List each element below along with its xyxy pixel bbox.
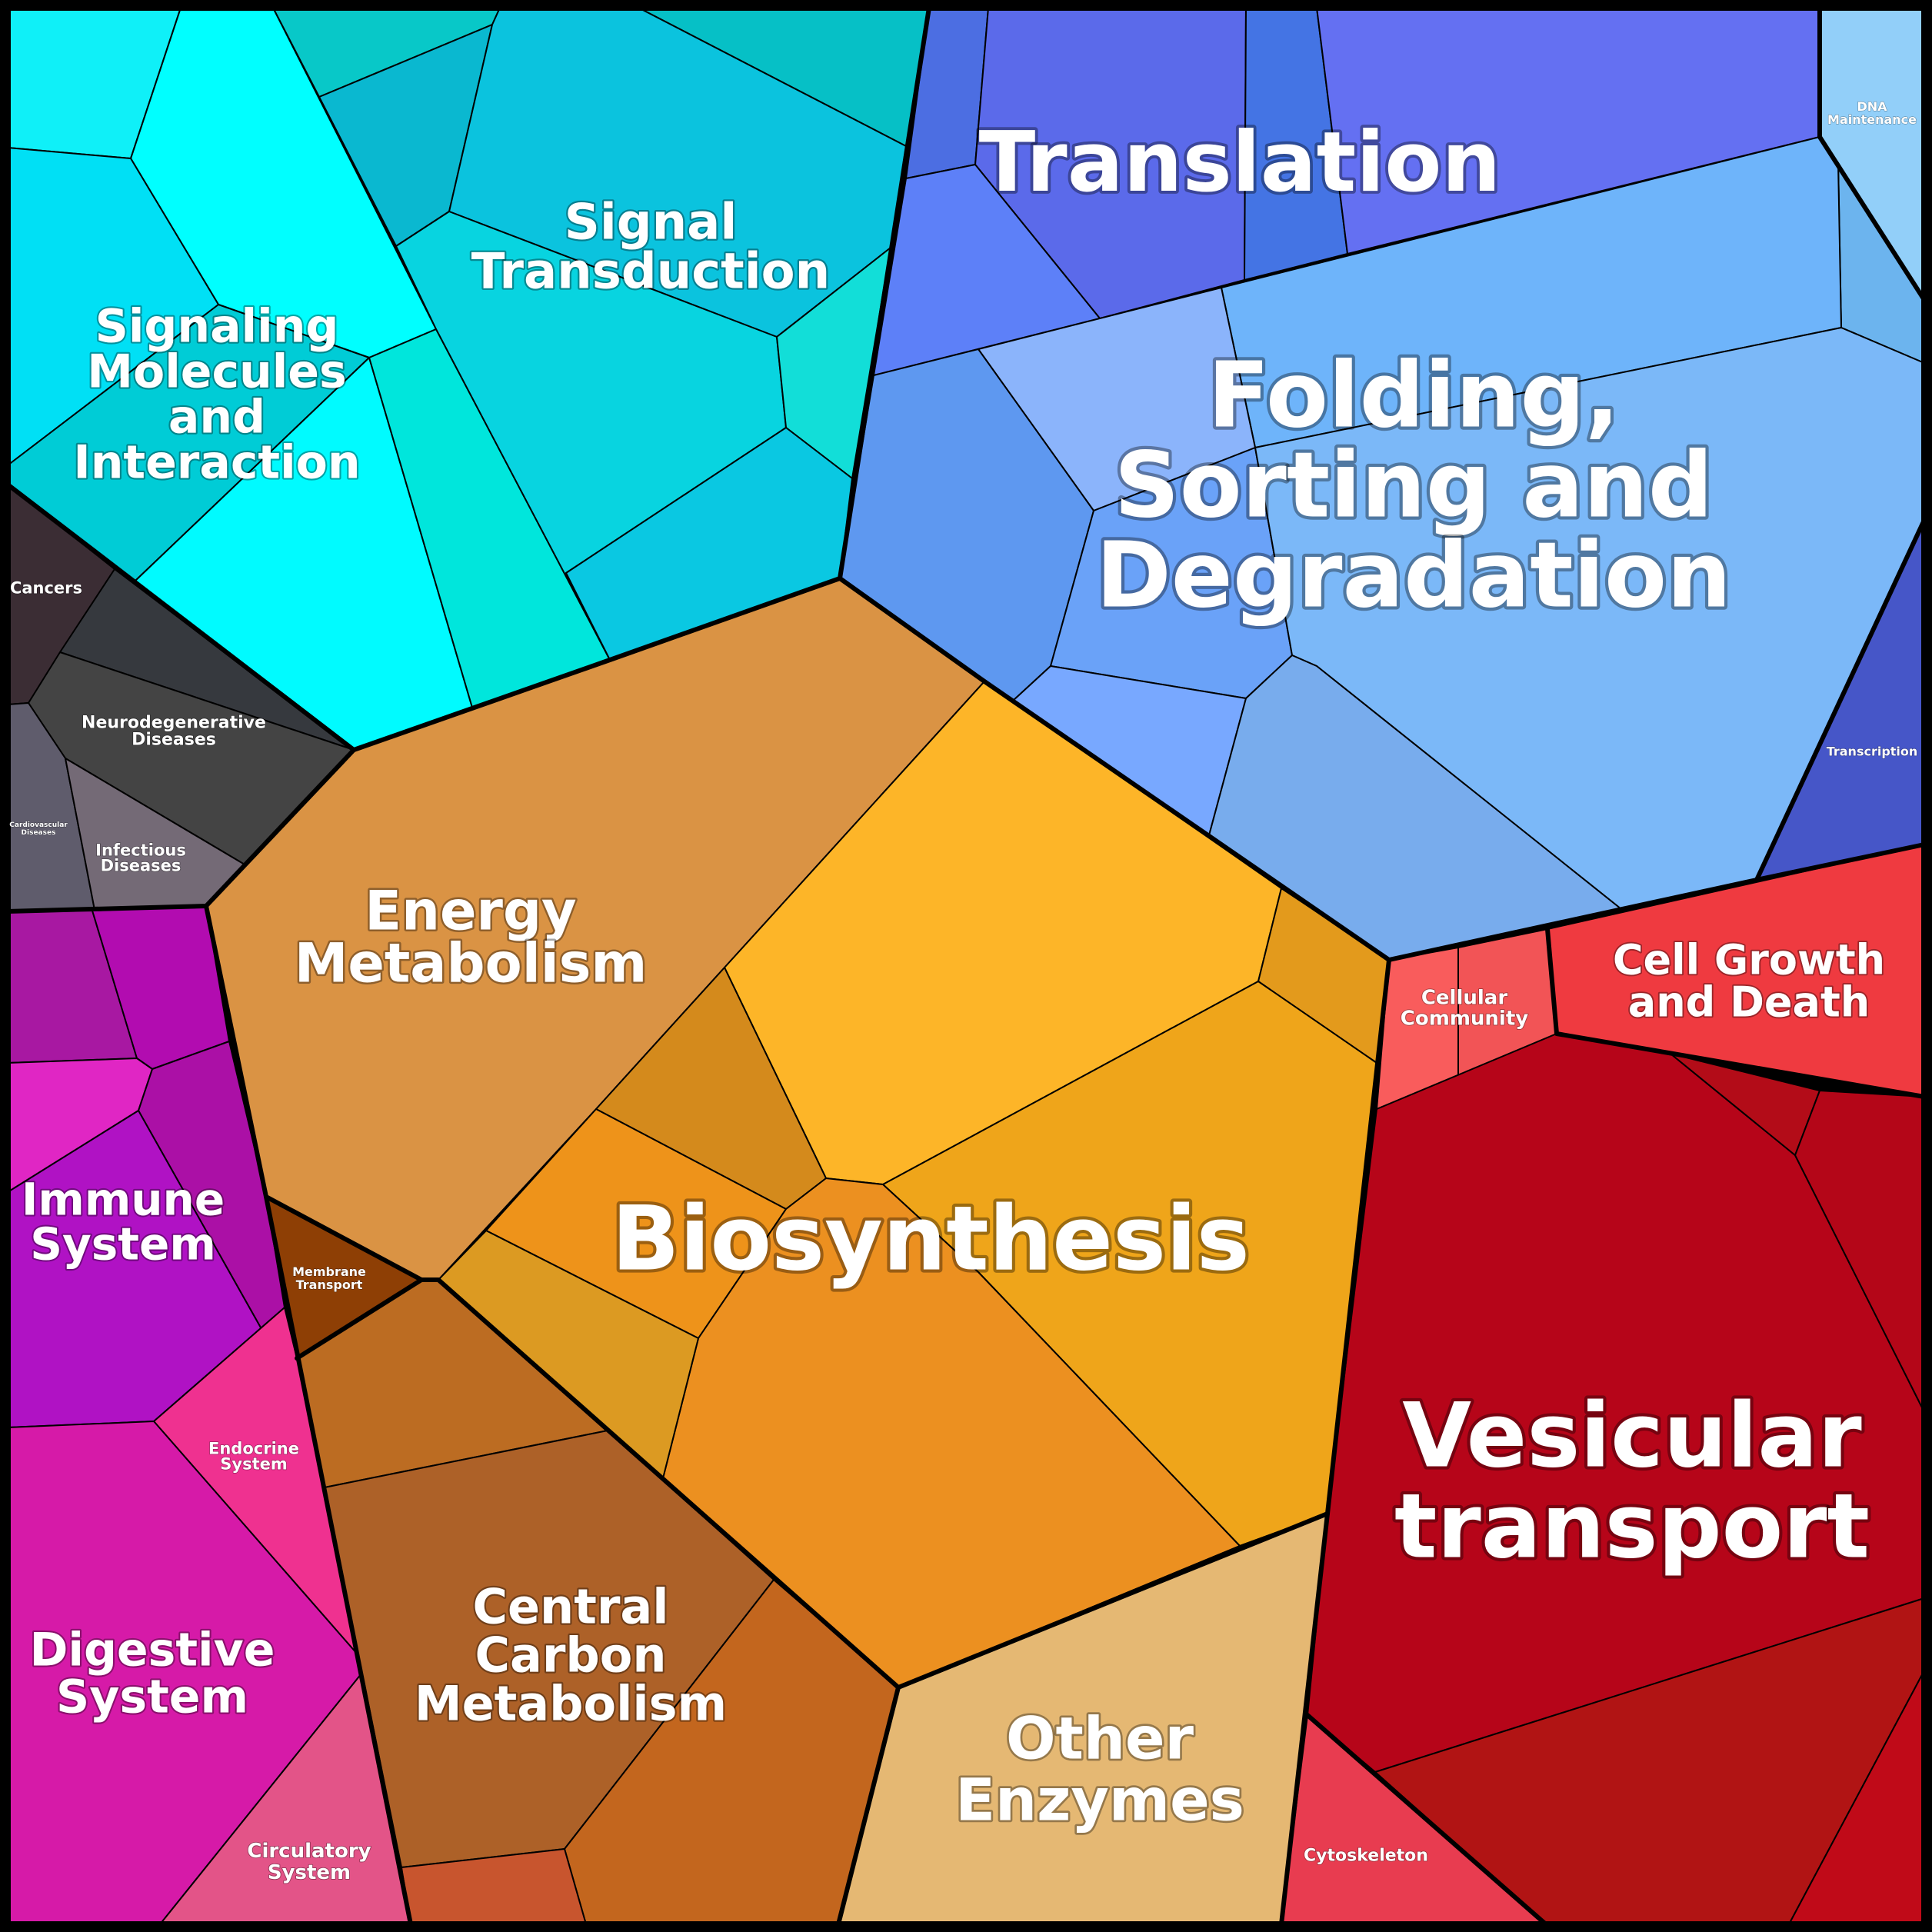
labels: Translation Folding, Sorting and Degradati… [9,99,1918,1886]
label-line: Diseases [101,856,182,874]
label-line: System [268,1861,351,1884]
label-line: Cardiovascular [9,821,68,829]
label-cardiovascular-diseases: Cardiovascular Diseases [9,821,68,837]
label-line: Enzymes [955,1766,1244,1834]
label-cytoskeleton: Cytoskeleton [1304,1847,1428,1866]
label-line: System [220,1454,287,1473]
label-line: Cancers [10,578,82,597]
region-cellular-community [1376,928,1557,1110]
label-line: Folding, [1208,341,1620,448]
label-cellular-community: Cellular Community [1401,987,1528,1031]
label-central-carbon-metabolism: Central Carbon Metabolism [415,1579,727,1732]
label-line: Transcription [1827,744,1918,759]
label-line: Cellular [1421,987,1508,1010]
label-line: Circulatory [247,1840,371,1863]
label-line: Vesicular [1402,1384,1862,1488]
label-line: Sorting and [1114,431,1714,538]
label-line: Diseases [132,731,216,750]
label-digestive-system: Digestive System [30,1624,275,1724]
label-line: DNA [1857,99,1887,114]
label-line: Transduction [471,243,830,300]
label-folding-sorting-degradation: Folding, Sorting and Degradation [1096,341,1731,628]
label-line: Cell Growth [1613,935,1885,984]
label-cell-growth-and-death: Cell Growth and Death [1613,935,1885,1026]
label-line: Signal [565,194,738,251]
label-line: Carbon [475,1627,666,1684]
label-line: and [168,391,265,445]
label-line: Cytoskeleton [1304,1847,1428,1866]
label-line: Metabolism [415,1676,727,1732]
label-line: Biosynthesis [611,1188,1250,1291]
label-line: System [30,1217,216,1270]
label-line: Infectious [95,841,186,859]
label-line: Signaling [95,300,339,354]
label-line: Transport [296,1277,363,1292]
label-line: Energy [365,880,576,943]
label-infectious-diseases: Infectious Diseases [95,841,186,874]
label-other-enzymes: Other Enzymes [955,1704,1244,1834]
label-line: and Death [1628,978,1870,1026]
label-line: Diseases [22,829,56,837]
region-immune [7,905,285,1428]
label-vesicular-transport: Vesicular transport [1394,1384,1870,1579]
label-biosynthesis: Biosynthesis [611,1188,1250,1291]
label-line: Neurodegenerative [82,714,266,733]
label-line: transport [1394,1475,1870,1579]
label-immune-system: Immune System [22,1173,225,1270]
region-signal-transduction [272,7,930,661]
label-dna-maintenance: DNA Maintenance [1827,99,1917,127]
region-translation [873,7,1820,376]
label-line: Immune [22,1173,225,1225]
label-line: Digestive [30,1624,275,1677]
region-folding [839,136,1925,961]
region-signaling-molecules [7,7,611,751]
label-line: Maintenance [1827,112,1917,127]
label-line: Translation [979,115,1501,211]
region-central-carbon [296,1279,899,1925]
label-line: Community [1401,1008,1528,1031]
label-line: Metabolism [295,932,648,995]
region-vesicular [1307,1033,1925,1925]
label-line: Other [1006,1704,1194,1773]
label-signaling-molecules-interaction: Signaling Molecules and Interaction [73,300,360,490]
label-energy-metabolism: Energy Metabolism [295,880,648,995]
label-line: Central [473,1579,669,1635]
label-line: System [56,1671,248,1724]
label-line: Membrane [292,1264,366,1279]
label-signal-transduction: Signal Transduction [471,194,830,300]
label-transcription: Transcription [1827,744,1918,759]
label-membrane-transport: Membrane Transport [292,1264,366,1292]
label-line: Interaction [73,436,360,490]
label-translation: Translation [979,115,1501,211]
label-cancers: Cancers [10,578,82,597]
region-biosynthesis [438,681,1390,1688]
label-line: Degradation [1096,521,1731,628]
label-endocrine-system: Endocrine System [208,1439,299,1473]
label-line: Molecules [87,345,346,399]
label-line: Endocrine [208,1439,299,1457]
label-neurodegenerative-diseases: Neurodegenerative Diseases [82,714,266,750]
label-circulatory-system: Circulatory System [247,1840,371,1884]
region-diseases [7,484,355,912]
